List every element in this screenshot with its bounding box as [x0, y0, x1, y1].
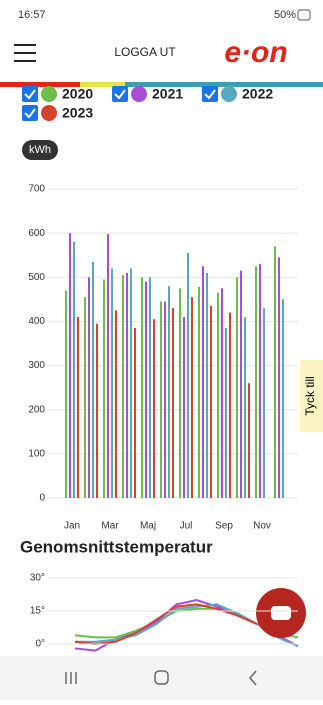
bar	[183, 317, 185, 498]
bar	[259, 264, 261, 498]
bar	[221, 288, 223, 498]
x-tick-label: Nov	[253, 521, 271, 532]
bar	[240, 270, 242, 498]
legend-swatch	[131, 86, 147, 102]
y-axis-label: kWh	[29, 144, 51, 156]
bot-icon	[271, 606, 291, 620]
bar	[107, 234, 109, 499]
x-tick-label: Maj	[140, 521, 156, 532]
bar	[84, 297, 86, 498]
bar	[206, 272, 208, 498]
y-tick-label: 0	[39, 493, 45, 504]
bar	[145, 281, 147, 498]
bar	[92, 261, 94, 498]
bar	[122, 275, 124, 498]
bar	[141, 277, 143, 498]
nav-bar	[0, 656, 323, 700]
bar	[153, 319, 155, 498]
bar	[168, 286, 170, 498]
legend-label: 2020	[62, 86, 93, 102]
x-tick-label: Jan	[64, 521, 80, 532]
bar	[263, 308, 265, 498]
y-tick-label: 700	[28, 184, 45, 195]
logout[interactable]: LOGGA UT	[114, 45, 176, 59]
bar	[278, 257, 280, 498]
x-tick-label: Mar	[101, 521, 119, 532]
x-tick-label: Jul	[180, 521, 193, 532]
status-time: 16:57	[18, 9, 46, 21]
check	[24, 108, 36, 119]
bar	[274, 246, 276, 498]
bar	[179, 288, 181, 498]
bar	[149, 277, 151, 498]
logo: e·on	[224, 36, 287, 69]
bar	[172, 308, 174, 498]
y-tick-label: 0°	[35, 639, 45, 650]
bar	[164, 301, 166, 498]
bar	[126, 272, 128, 498]
bar	[244, 317, 246, 498]
bar	[202, 266, 204, 498]
bar	[236, 277, 238, 498]
bar	[115, 310, 117, 498]
legend-label: 2022	[242, 86, 273, 102]
bar	[229, 312, 231, 498]
bar	[77, 317, 79, 498]
bar	[282, 299, 284, 498]
bar	[69, 233, 71, 498]
bar	[130, 268, 132, 498]
check	[204, 89, 216, 100]
legend-swatch	[41, 105, 57, 121]
legend-swatch	[41, 86, 57, 102]
check	[114, 89, 126, 100]
legend-label: 2023	[62, 105, 93, 121]
nav-icons	[65, 670, 257, 686]
y-tick-label: 300	[28, 360, 45, 371]
legend-checkbox[interactable]	[202, 86, 218, 102]
menu-button[interactable]	[14, 44, 36, 62]
y-tick-label: 100	[28, 448, 45, 459]
bar	[111, 268, 113, 498]
chart-title: Genomsnittstemperatur	[20, 537, 213, 556]
bar	[160, 301, 162, 498]
bar	[225, 328, 227, 498]
bar	[103, 279, 105, 498]
unit-badge	[22, 140, 58, 160]
x-tick-label: Sep	[215, 521, 233, 532]
bar	[65, 290, 67, 498]
bar	[73, 241, 75, 498]
y-tick-label: 30°	[30, 573, 45, 584]
bar	[217, 292, 219, 498]
bar	[191, 297, 193, 498]
y-tick-label: 200	[28, 404, 45, 415]
legend-checkbox[interactable]	[22, 86, 38, 102]
feedback-tab[interactable]	[300, 360, 323, 432]
legend-checkbox[interactable]	[22, 105, 38, 121]
bar	[187, 253, 189, 498]
bar	[198, 286, 200, 498]
feedback-label[interactable]: Tyck till	[303, 376, 317, 415]
bar	[210, 305, 212, 498]
legend-swatch	[221, 86, 237, 102]
y-tick-label: 400	[28, 316, 45, 327]
y-tick-label: 600	[28, 228, 45, 239]
bar	[88, 277, 90, 498]
bar	[248, 383, 250, 498]
stripe	[80, 82, 125, 87]
check	[24, 89, 36, 100]
y-tick-label: 15°	[30, 606, 45, 617]
bar	[134, 328, 136, 498]
stripe	[125, 82, 323, 87]
battery-icon	[297, 9, 311, 21]
line	[74, 603, 258, 646]
status-battery: 50%	[274, 9, 296, 21]
stripe	[0, 82, 80, 87]
bar	[255, 266, 257, 498]
y-tick-label: 500	[28, 272, 45, 283]
bar	[96, 323, 98, 498]
legend-label: 2021	[152, 86, 183, 102]
legend-checkbox[interactable]	[112, 86, 128, 102]
